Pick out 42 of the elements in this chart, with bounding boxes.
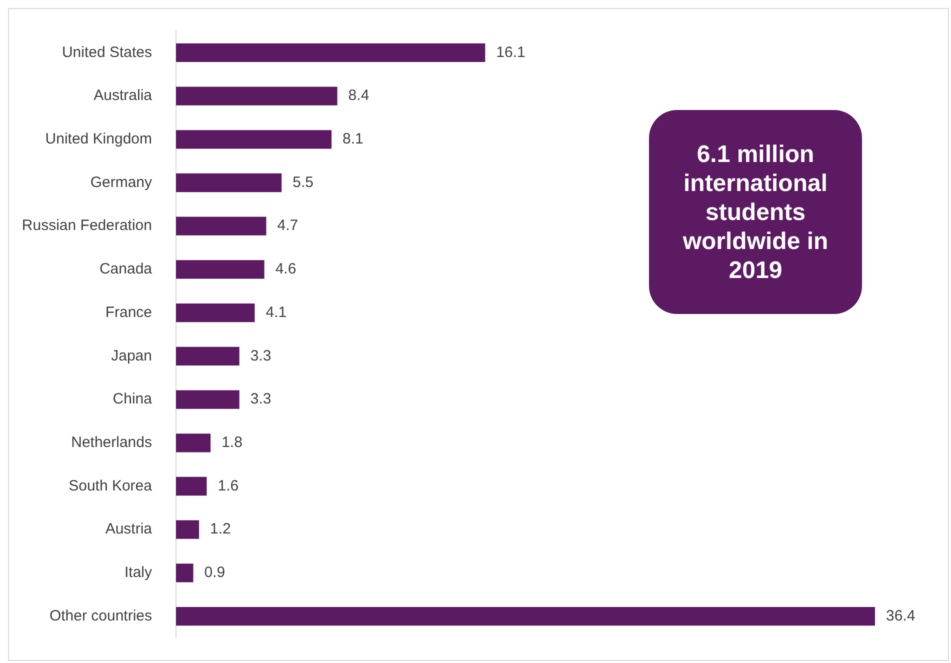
bar [176,216,266,236]
data-label: 8.4 [348,87,370,104]
bar [176,43,486,62]
data-label: 3.3 [250,390,272,408]
data-label: 16.1 [496,44,526,61]
bar [176,346,240,366]
y-tick-label: United States [62,44,152,61]
bar [176,607,875,626]
bar [176,130,332,149]
y-tick-label: Japan [111,347,152,364]
y-tick-label: South Korea [68,477,153,494]
y-tick-label: Italy [124,564,152,582]
bar [176,304,255,322]
y-tick-label: China [112,390,153,408]
bar [176,564,194,582]
bar [176,173,282,192]
bar [176,520,200,539]
y-tick-label: France [105,304,152,321]
data-label: 4.6 [275,260,296,278]
data-label: 8.1 [342,130,364,148]
data-label: 3.3 [250,347,272,364]
data-label: 0.9 [204,564,226,582]
data-label: 36.4 [886,607,916,624]
bar [176,434,211,452]
y-tick-label: Germany [90,174,152,191]
y-tick-label: United Kingdom [45,130,152,148]
y-tick-label: Other countries [49,607,152,624]
data-label: 4.7 [277,217,298,234]
y-tick-label: Austria [105,520,153,538]
data-label: 1.6 [218,477,239,494]
data-label: 5.5 [292,174,314,191]
y-tick-label: Netherlands [71,434,152,452]
bar [176,86,338,106]
y-tick-label: Australia [94,87,153,104]
bar [176,476,207,496]
y-tick-label: Russian Federation [22,217,152,234]
y-tick-label: Canada [99,260,153,278]
bar [176,260,264,279]
data-label: 1.2 [210,520,231,538]
data-label: 1.8 [222,434,242,452]
bar [176,390,240,409]
data-label: 4.1 [266,304,287,321]
